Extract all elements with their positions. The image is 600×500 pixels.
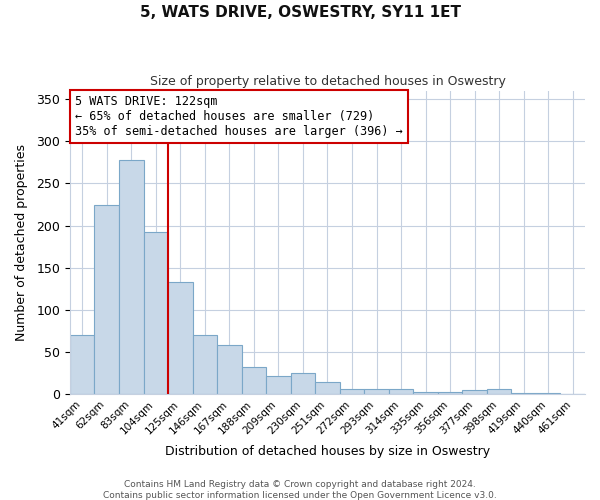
Bar	[487, 390, 511, 394]
Bar	[168, 282, 193, 395]
Bar	[193, 334, 217, 394]
Bar	[511, 393, 536, 394]
Bar	[389, 388, 413, 394]
Bar	[536, 393, 560, 394]
Bar	[143, 232, 168, 394]
Bar	[315, 382, 340, 394]
Y-axis label: Number of detached properties: Number of detached properties	[15, 144, 28, 341]
Bar	[70, 336, 94, 394]
Text: 5, WATS DRIVE, OSWESTRY, SY11 1ET: 5, WATS DRIVE, OSWESTRY, SY11 1ET	[139, 5, 461, 20]
Bar	[266, 376, 290, 394]
Bar	[119, 160, 143, 394]
Bar	[438, 392, 463, 394]
Bar	[217, 346, 242, 395]
Bar	[340, 390, 364, 394]
Bar	[364, 388, 389, 394]
Bar	[290, 374, 315, 394]
Bar	[94, 206, 119, 394]
Bar	[242, 366, 266, 394]
Bar	[463, 390, 487, 394]
Text: Contains HM Land Registry data © Crown copyright and database right 2024.
Contai: Contains HM Land Registry data © Crown c…	[103, 480, 497, 500]
X-axis label: Distribution of detached houses by size in Oswestry: Distribution of detached houses by size …	[165, 444, 490, 458]
Text: 5 WATS DRIVE: 122sqm
← 65% of detached houses are smaller (729)
35% of semi-deta: 5 WATS DRIVE: 122sqm ← 65% of detached h…	[75, 95, 403, 138]
Bar	[413, 392, 438, 394]
Title: Size of property relative to detached houses in Oswestry: Size of property relative to detached ho…	[149, 75, 505, 88]
